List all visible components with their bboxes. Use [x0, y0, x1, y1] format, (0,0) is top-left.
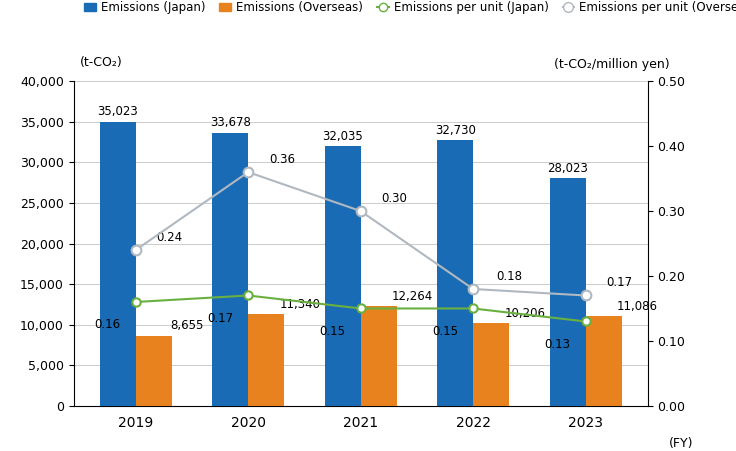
Text: 0.16: 0.16 — [94, 318, 121, 331]
Text: 33,678: 33,678 — [210, 116, 250, 129]
Text: 28,023: 28,023 — [547, 162, 588, 175]
Bar — [361, 306, 397, 406]
Text: (t-CO₂/million yen): (t-CO₂/million yen) — [554, 59, 670, 71]
Text: 0.30: 0.30 — [381, 192, 407, 205]
Text: 35,023: 35,023 — [97, 106, 138, 118]
Text: 0.24: 0.24 — [156, 230, 183, 244]
Text: 0.15: 0.15 — [432, 325, 458, 338]
Bar — [473, 323, 509, 406]
Text: 0.17: 0.17 — [207, 312, 233, 325]
Bar — [212, 133, 248, 406]
Text: 0.13: 0.13 — [545, 338, 570, 351]
Text: 11,340: 11,340 — [280, 298, 320, 311]
Text: 0.36: 0.36 — [269, 152, 295, 166]
Bar — [437, 140, 473, 406]
Bar — [135, 336, 171, 406]
Bar — [248, 314, 284, 406]
Text: 8,655: 8,655 — [171, 319, 204, 332]
Text: 0.18: 0.18 — [496, 270, 522, 282]
Text: (FY): (FY) — [669, 437, 693, 450]
Bar — [99, 122, 135, 406]
Text: 0.15: 0.15 — [319, 325, 345, 338]
Legend: Emissions (Japan), Emissions (Overseas), Emissions per unit (Japan), Emissions p: Emissions (Japan), Emissions (Overseas),… — [79, 0, 736, 18]
Text: 11,086: 11,086 — [617, 299, 658, 313]
Text: 32,035: 32,035 — [322, 129, 363, 143]
Text: 32,730: 32,730 — [435, 124, 475, 137]
Bar — [325, 146, 361, 406]
Bar — [586, 316, 622, 406]
Text: 10,206: 10,206 — [504, 307, 545, 320]
Text: (t-CO₂): (t-CO₂) — [79, 56, 122, 69]
Bar — [550, 179, 586, 406]
Text: 0.17: 0.17 — [606, 276, 632, 289]
Text: 12,264: 12,264 — [392, 290, 433, 303]
